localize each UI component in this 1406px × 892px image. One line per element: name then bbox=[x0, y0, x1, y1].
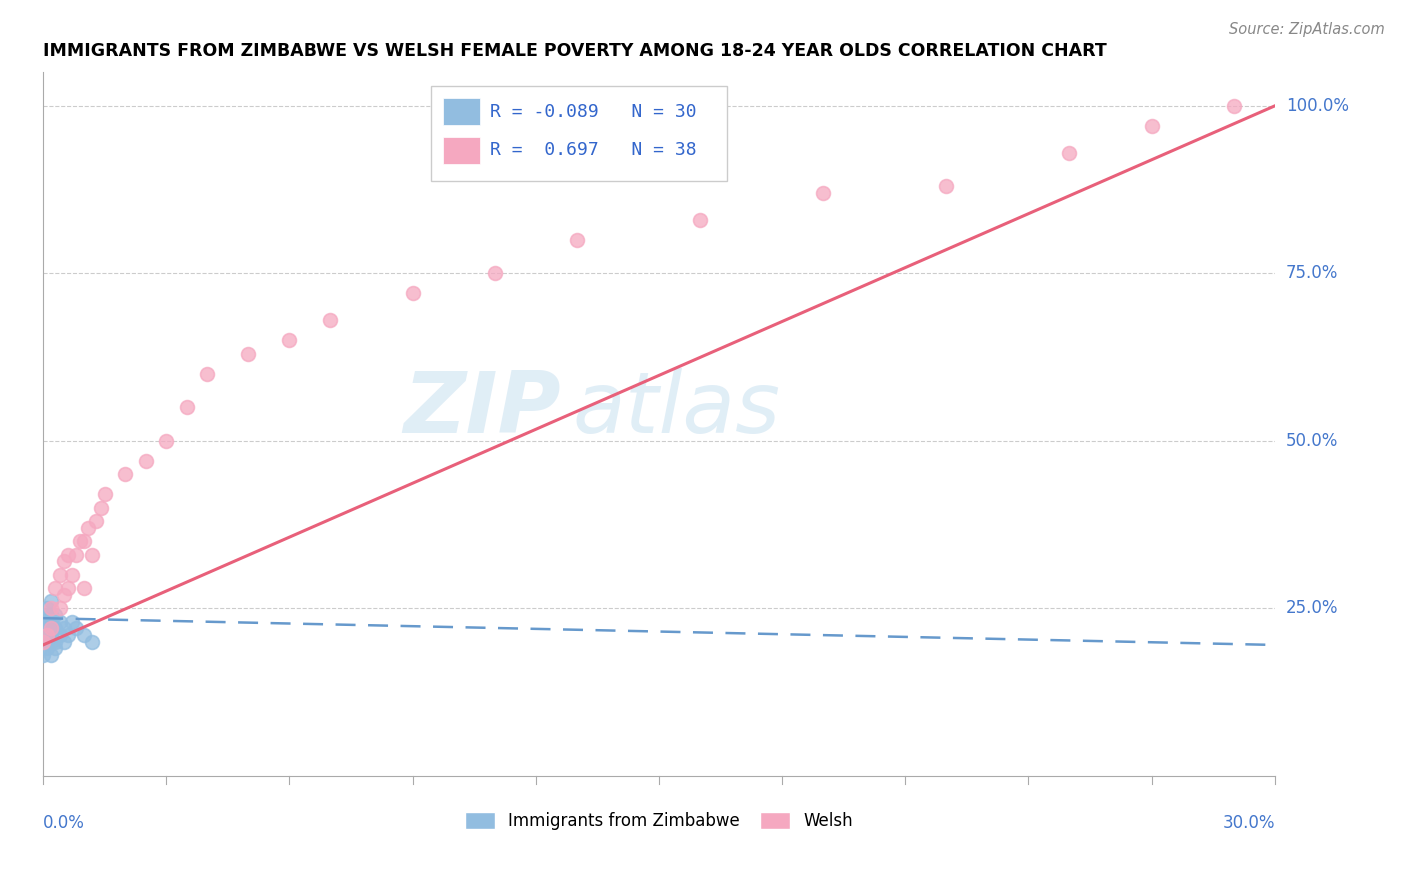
Point bbox=[73, 628, 96, 642]
Text: R =  0.697   N = 38: R = 0.697 N = 38 bbox=[491, 142, 697, 160]
FancyBboxPatch shape bbox=[432, 87, 727, 181]
Point bbox=[90, 500, 112, 515]
Point bbox=[1222, 99, 1244, 113]
Point bbox=[82, 634, 104, 648]
Point bbox=[41, 628, 63, 642]
Point bbox=[41, 621, 63, 635]
Point bbox=[93, 487, 115, 501]
Point bbox=[37, 615, 59, 629]
Point bbox=[52, 588, 75, 602]
Text: ZIP: ZIP bbox=[402, 368, 561, 451]
Point bbox=[484, 266, 506, 280]
Point bbox=[41, 621, 63, 635]
Point bbox=[69, 534, 91, 549]
Text: 50.0%: 50.0% bbox=[1286, 432, 1339, 450]
Point bbox=[48, 615, 70, 629]
Point bbox=[65, 621, 87, 635]
FancyBboxPatch shape bbox=[443, 98, 481, 125]
Point bbox=[48, 628, 70, 642]
Point bbox=[48, 567, 70, 582]
Point bbox=[41, 615, 63, 629]
Point bbox=[60, 615, 83, 629]
Point bbox=[37, 607, 59, 622]
Text: 30.0%: 30.0% bbox=[1222, 814, 1275, 832]
Point bbox=[238, 346, 260, 360]
Text: R = -0.089   N = 30: R = -0.089 N = 30 bbox=[491, 103, 697, 120]
Point bbox=[77, 521, 100, 535]
Point bbox=[44, 581, 66, 595]
Point bbox=[278, 333, 301, 347]
Point bbox=[37, 628, 59, 642]
Point bbox=[73, 534, 96, 549]
Point bbox=[73, 581, 96, 595]
Point bbox=[41, 648, 63, 662]
Point bbox=[319, 313, 342, 327]
Point bbox=[48, 601, 70, 615]
Point bbox=[44, 621, 66, 635]
Point bbox=[1140, 119, 1163, 133]
Point bbox=[52, 621, 75, 635]
Text: 100.0%: 100.0% bbox=[1286, 97, 1348, 115]
Point bbox=[37, 601, 59, 615]
Point bbox=[37, 641, 59, 656]
Point bbox=[41, 594, 63, 608]
Point bbox=[41, 601, 63, 615]
Point bbox=[565, 233, 588, 247]
Point bbox=[155, 434, 177, 448]
Point bbox=[41, 607, 63, 622]
Point bbox=[41, 634, 63, 648]
Point bbox=[86, 514, 108, 528]
Point bbox=[195, 367, 218, 381]
Point bbox=[52, 554, 75, 568]
Point bbox=[1059, 145, 1081, 160]
Point bbox=[32, 621, 55, 635]
Text: atlas: atlas bbox=[572, 368, 780, 451]
Point bbox=[32, 648, 55, 662]
Point bbox=[56, 581, 79, 595]
Point bbox=[37, 634, 59, 648]
Point bbox=[82, 548, 104, 562]
Point bbox=[114, 467, 136, 482]
Point bbox=[401, 286, 423, 301]
FancyBboxPatch shape bbox=[443, 137, 481, 164]
Legend: Immigrants from Zimbabwe, Welsh: Immigrants from Zimbabwe, Welsh bbox=[465, 813, 853, 830]
Point bbox=[689, 212, 711, 227]
Point bbox=[65, 548, 87, 562]
Point bbox=[37, 621, 59, 635]
Point bbox=[44, 607, 66, 622]
Point bbox=[44, 641, 66, 656]
Point bbox=[32, 634, 55, 648]
Text: 0.0%: 0.0% bbox=[44, 814, 84, 832]
Point bbox=[935, 179, 957, 194]
Text: 25.0%: 25.0% bbox=[1286, 599, 1339, 617]
Point bbox=[37, 628, 59, 642]
Text: 75.0%: 75.0% bbox=[1286, 264, 1339, 282]
Point bbox=[52, 634, 75, 648]
Point bbox=[32, 634, 55, 648]
Point bbox=[135, 454, 157, 468]
Point bbox=[56, 548, 79, 562]
Point bbox=[60, 567, 83, 582]
Point bbox=[56, 628, 79, 642]
Point bbox=[44, 634, 66, 648]
Point bbox=[176, 401, 198, 415]
Text: IMMIGRANTS FROM ZIMBABWE VS WELSH FEMALE POVERTY AMONG 18-24 YEAR OLDS CORRELATI: IMMIGRANTS FROM ZIMBABWE VS WELSH FEMALE… bbox=[44, 42, 1107, 60]
Point bbox=[811, 186, 834, 200]
Text: Source: ZipAtlas.com: Source: ZipAtlas.com bbox=[1229, 22, 1385, 37]
